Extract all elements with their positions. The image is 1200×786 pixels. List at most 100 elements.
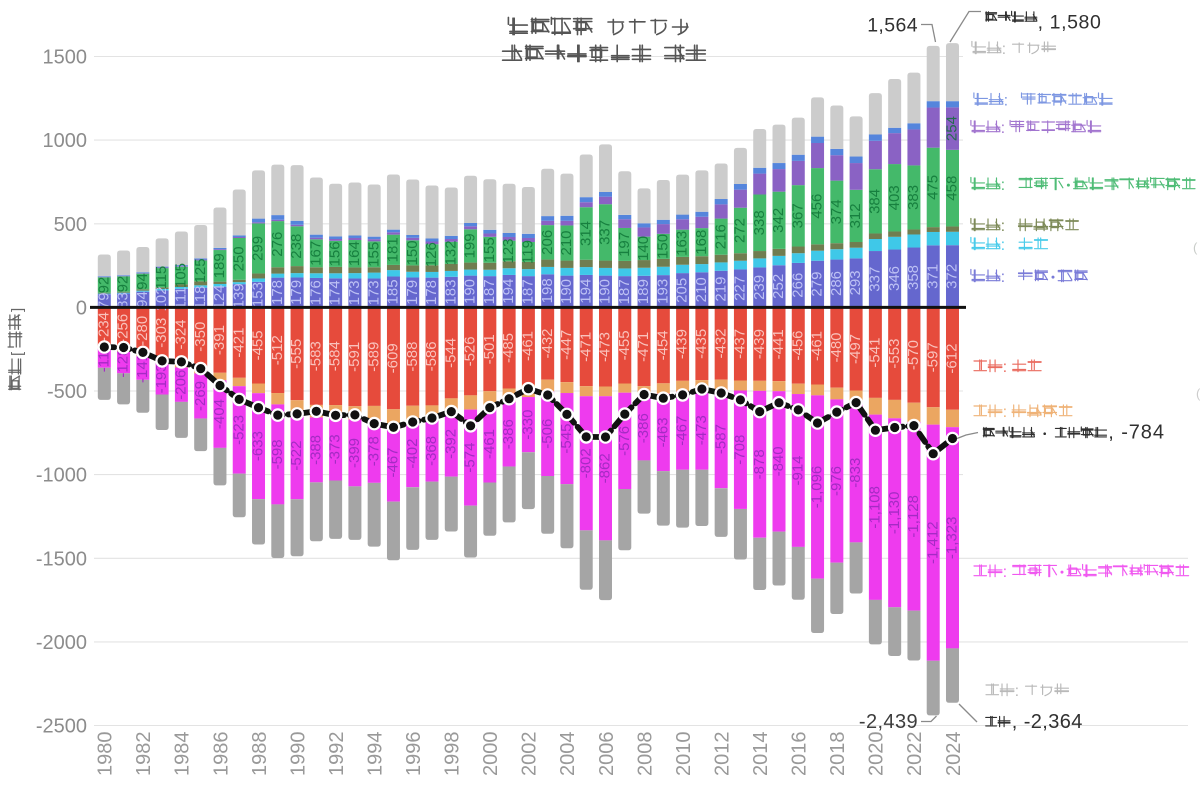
svg-text:119: 119 — [520, 240, 537, 264]
svg-text::: : — [1002, 41, 1006, 58]
svg-text:-545: -545 — [558, 424, 575, 454]
svg-text:-280: -280 — [134, 316, 151, 346]
svg-text:2022: 2022 — [904, 732, 926, 777]
svg-text:1994: 1994 — [365, 732, 387, 777]
svg-text:500: 500 — [54, 214, 87, 236]
svg-text:337: 337 — [867, 267, 884, 292]
svg-text:475: 475 — [924, 175, 941, 200]
svg-text:-612: -612 — [944, 344, 961, 374]
svg-text:216: 216 — [712, 224, 729, 249]
svg-text:-1500: -1500 — [36, 548, 87, 570]
svg-text:-324: -324 — [173, 319, 190, 349]
svg-text:94: 94 — [134, 291, 151, 308]
svg-text:-461: -461 — [809, 331, 826, 361]
svg-text:-497: -497 — [847, 334, 864, 364]
svg-text:227: 227 — [732, 276, 749, 301]
svg-text:-574: -574 — [462, 443, 479, 473]
svg-text:-553: -553 — [886, 339, 903, 369]
svg-text:1996: 1996 — [403, 732, 425, 777]
svg-text:105: 105 — [173, 263, 190, 288]
svg-text:254: 254 — [944, 116, 961, 141]
svg-text:-586: -586 — [423, 341, 440, 371]
svg-text:-609: -609 — [385, 343, 402, 373]
svg-text:1998: 1998 — [442, 732, 464, 777]
svg-text:299: 299 — [250, 236, 267, 261]
svg-text:-388: -388 — [307, 435, 324, 465]
svg-text:2010: 2010 — [673, 732, 695, 777]
svg-text:458: 458 — [944, 176, 961, 201]
svg-text:155: 155 — [365, 242, 382, 267]
svg-text:-523: -523 — [230, 415, 247, 445]
svg-text:2000: 2000 — [480, 732, 502, 777]
svg-text:150: 150 — [404, 240, 421, 265]
svg-text:123: 123 — [500, 238, 517, 263]
svg-text:-234: -234 — [95, 312, 112, 342]
svg-text:358: 358 — [905, 265, 922, 290]
svg-text:-584: -584 — [327, 341, 344, 371]
svg-text:-802: -802 — [577, 448, 594, 478]
svg-text:312: 312 — [847, 203, 864, 228]
svg-text:-512: -512 — [269, 335, 286, 365]
svg-text:1982: 1982 — [133, 732, 155, 777]
svg-text::: : — [1003, 564, 1007, 581]
svg-text:-1,128: -1,128 — [905, 495, 922, 538]
svg-text:266: 266 — [789, 273, 806, 298]
svg-text:1000: 1000 — [43, 130, 88, 152]
svg-text:239: 239 — [751, 275, 768, 300]
svg-text:-435: -435 — [693, 329, 710, 359]
svg-text:206: 206 — [539, 230, 556, 255]
svg-text:125: 125 — [192, 258, 209, 283]
svg-text::: : — [1003, 359, 1007, 376]
svg-text:383: 383 — [905, 185, 922, 210]
svg-text:-441: -441 — [770, 329, 787, 359]
svg-text:293: 293 — [847, 270, 864, 295]
svg-text:2004: 2004 — [557, 732, 579, 777]
svg-text:83: 83 — [115, 292, 132, 309]
svg-text:178: 178 — [269, 280, 286, 305]
svg-text:-570: -570 — [905, 340, 922, 370]
svg-text:156: 156 — [327, 241, 344, 266]
svg-text:163: 163 — [674, 231, 691, 256]
svg-text:-1,323: -1,323 — [944, 517, 961, 560]
svg-text:126: 126 — [423, 242, 440, 267]
svg-text:-461: -461 — [481, 429, 498, 459]
svg-text:384: 384 — [867, 189, 884, 214]
svg-text:-471: -471 — [635, 332, 652, 362]
svg-text:-373: -373 — [327, 434, 344, 464]
svg-text:-437: -437 — [732, 329, 749, 359]
svg-text:189: 189 — [635, 279, 652, 304]
svg-text:337: 337 — [597, 220, 614, 245]
svg-text:-1,412: -1,412 — [924, 521, 941, 564]
svg-text:153: 153 — [250, 282, 267, 307]
svg-text:-914: -914 — [789, 455, 806, 485]
svg-text:-633: -633 — [250, 431, 267, 461]
svg-text:111: 111 — [173, 287, 190, 310]
svg-text:-386: -386 — [500, 419, 517, 449]
svg-text:-455: -455 — [250, 330, 267, 360]
svg-text:]: ] — [9, 308, 26, 312]
svg-text:193: 193 — [654, 279, 671, 304]
svg-text:194: 194 — [577, 279, 594, 304]
svg-text:-447: -447 — [558, 330, 575, 360]
svg-text:-587: -587 — [712, 424, 729, 454]
svg-text:-461: -461 — [520, 331, 537, 361]
svg-text:190: 190 — [462, 279, 479, 304]
svg-text:, 1,580: , 1,580 — [1038, 12, 1102, 34]
svg-text:-526: -526 — [462, 336, 479, 366]
svg-text:174: 174 — [327, 280, 344, 305]
svg-text:2024: 2024 — [943, 732, 965, 777]
svg-text:124: 124 — [211, 284, 228, 309]
svg-text:-467: -467 — [385, 447, 402, 477]
svg-text:-480: -480 — [828, 332, 845, 362]
svg-text:210: 210 — [558, 230, 575, 255]
svg-text:372: 372 — [944, 264, 961, 289]
svg-text:2014: 2014 — [750, 732, 772, 777]
svg-text:-471: -471 — [577, 332, 594, 362]
svg-text:338: 338 — [751, 210, 768, 235]
svg-text:286: 286 — [828, 271, 845, 296]
svg-text:155: 155 — [481, 237, 498, 262]
svg-text:-432: -432 — [712, 328, 729, 358]
svg-text:115: 115 — [153, 266, 170, 290]
svg-text:-206: -206 — [173, 370, 190, 400]
svg-text::: : — [1003, 404, 1007, 421]
